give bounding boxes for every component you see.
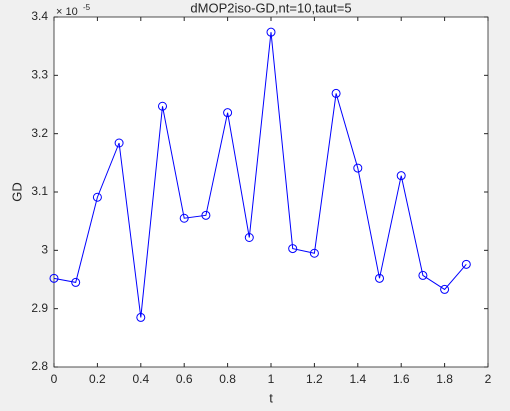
marker [223, 108, 233, 118]
marker [461, 259, 471, 269]
marker [136, 312, 146, 322]
marker [309, 248, 319, 258]
x-tick-label: 1.8 [436, 372, 453, 386]
marker [179, 213, 189, 223]
marker [201, 210, 211, 220]
y-tick-label: 3.2 [31, 126, 48, 140]
marker [375, 273, 384, 283]
x-tick-label: 2 [485, 372, 492, 386]
y-axis-label: GD [9, 182, 24, 202]
marker [331, 88, 341, 98]
x-axis-label: t [269, 390, 273, 405]
x-tick-label: 0 [51, 372, 58, 386]
x-tick-label: 1.4 [349, 372, 366, 386]
y-exponent-base: × 10 [56, 6, 78, 18]
marker [418, 270, 428, 280]
marker [288, 244, 298, 254]
y-exponent-power: -5 [83, 3, 91, 12]
y-tick-label: 2.9 [31, 301, 48, 315]
x-tick-label: 1.6 [393, 372, 410, 386]
y-tick-label: 3 [41, 243, 48, 257]
x-tick-label: 1.2 [306, 372, 323, 386]
y-tick-label: 2.8 [31, 359, 48, 373]
y-tick-label: 3.4 [31, 9, 48, 23]
marker [158, 101, 167, 111]
series-line [53, 32, 467, 318]
x-tick-label: 1 [268, 372, 275, 386]
marker [440, 284, 450, 294]
x-tick-label: 0.6 [176, 372, 193, 386]
marker [92, 192, 102, 202]
marker [244, 233, 254, 242]
chart-title: dMOP2iso-GD,nt=10,taut=5 [190, 0, 351, 15]
marker [266, 27, 276, 37]
marker [353, 163, 363, 173]
x-tick-label: 0.4 [132, 372, 149, 386]
y-tick-label: 3.1 [31, 184, 48, 198]
marker [49, 273, 59, 283]
marker [396, 171, 406, 181]
marker [114, 138, 124, 148]
marker [71, 277, 81, 287]
x-tick-label: 0.2 [89, 372, 106, 386]
y-tick-label: 3.3 [31, 68, 48, 82]
x-tick-label: 0.8 [219, 372, 236, 386]
axes-box [53, 16, 489, 368]
